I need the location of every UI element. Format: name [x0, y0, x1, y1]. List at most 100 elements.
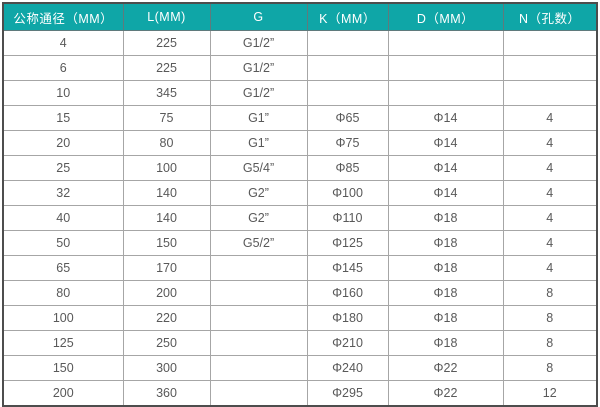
table-cell — [306, 30, 389, 56]
table-cell: 8 — [502, 355, 598, 381]
spec-table-body: 4 225 G1/2” 6 225 G1/2” 10 345 G1/2” 15 75 G1” Φ65 Φ1… — [2, 30, 598, 407]
table-cell — [387, 55, 504, 81]
table-cell — [209, 330, 308, 356]
column-header: N（孔数） — [502, 2, 598, 31]
table-cell: Φ210 — [306, 330, 389, 356]
table-row: 25 100 G5/4” Φ85 Φ14 4 — [2, 155, 598, 181]
table-cell: G1/2” — [209, 80, 308, 106]
table-cell: G1/2” — [209, 30, 308, 56]
table-cell: Φ100 — [306, 180, 389, 206]
table-cell: Φ22 — [387, 380, 504, 407]
table-cell: 200 — [2, 380, 124, 407]
table-cell: Φ18 — [387, 305, 504, 331]
table-cell: 345 — [122, 80, 211, 106]
table-cell: 4 — [502, 205, 598, 231]
table-cell: Φ18 — [387, 255, 504, 281]
table-cell: 6 — [2, 55, 124, 81]
table-cell: 65 — [2, 255, 124, 281]
table-cell: 15 — [2, 105, 124, 131]
table-cell: 170 — [122, 255, 211, 281]
table-cell: G1” — [209, 105, 308, 131]
table-cell: G2” — [209, 180, 308, 206]
table-cell: 8 — [502, 280, 598, 306]
table-cell: Φ14 — [387, 130, 504, 156]
table-cell: 300 — [122, 355, 211, 381]
header-row: 公称通径（MM） L(MM) G K（MM） D（MM） N（孔数） — [2, 2, 598, 31]
table-cell: G2” — [209, 205, 308, 231]
table-row: 10 345 G1/2” — [2, 80, 598, 106]
column-header: L(MM) — [122, 2, 211, 31]
table-row: 4 225 G1/2” — [2, 30, 598, 56]
table-cell: 100 — [2, 305, 124, 331]
column-header: D（MM） — [387, 2, 504, 31]
table-cell: Φ295 — [306, 380, 389, 407]
table-row: 40 140 G2” Φ110 Φ18 4 — [2, 205, 598, 231]
table-cell: 100 — [122, 155, 211, 181]
table-row: 100 220 Φ180 Φ18 8 — [2, 305, 598, 331]
table-row: 200 360 Φ295 Φ22 12 — [2, 380, 598, 407]
column-header: 公称通径（MM） — [2, 2, 124, 31]
spec-table-header: 公称通径（MM） L(MM) G K（MM） D（MM） N（孔数） — [2, 2, 598, 31]
table-cell: 8 — [502, 330, 598, 356]
table-cell: Φ110 — [306, 205, 389, 231]
table-cell: 12 — [502, 380, 598, 407]
table-row: 50 150 G5/2” Φ125 Φ18 4 — [2, 230, 598, 256]
table-cell: Φ18 — [387, 205, 504, 231]
table-cell: G5/2” — [209, 230, 308, 256]
table-cell — [209, 305, 308, 331]
table-cell: Φ240 — [306, 355, 389, 381]
table-cell — [209, 380, 308, 407]
table-row: 20 80 G1” Φ75 Φ14 4 — [2, 130, 598, 156]
table-cell: 200 — [122, 280, 211, 306]
table-cell: Φ85 — [306, 155, 389, 181]
table-cell — [502, 30, 598, 56]
table-cell: Φ18 — [387, 230, 504, 256]
table-cell: 140 — [122, 205, 211, 231]
table-cell: 150 — [122, 230, 211, 256]
table-cell: Φ125 — [306, 230, 389, 256]
table-cell: 32 — [2, 180, 124, 206]
table-cell: Φ14 — [387, 105, 504, 131]
table-cell: 80 — [122, 130, 211, 156]
table-row: 150 300 Φ240 Φ22 8 — [2, 355, 598, 381]
table-row: 6 225 G1/2” — [2, 55, 598, 81]
table-cell: Φ14 — [387, 180, 504, 206]
table-cell: 80 — [2, 280, 124, 306]
table-cell: 225 — [122, 55, 211, 81]
table-cell — [502, 55, 598, 81]
table-cell: 360 — [122, 380, 211, 407]
table-cell: 125 — [2, 330, 124, 356]
table-row: 32 140 G2” Φ100 Φ14 4 — [2, 180, 598, 206]
table-cell: 4 — [2, 30, 124, 56]
table-cell: Φ75 — [306, 130, 389, 156]
table-cell — [306, 55, 389, 81]
table-cell — [502, 80, 598, 106]
table-cell: Φ18 — [387, 280, 504, 306]
column-header: K（MM） — [306, 2, 389, 31]
table-cell — [306, 80, 389, 106]
table-row: 80 200 Φ160 Φ18 8 — [2, 280, 598, 306]
table-cell: 25 — [2, 155, 124, 181]
table-cell: 75 — [122, 105, 211, 131]
table-cell: 4 — [502, 155, 598, 181]
table-cell: 50 — [2, 230, 124, 256]
table-row: 15 75 G1” Φ65 Φ14 4 — [2, 105, 598, 131]
table-cell: 225 — [122, 30, 211, 56]
column-header: G — [209, 2, 308, 31]
table-cell — [209, 255, 308, 281]
table-cell: Φ14 — [387, 155, 504, 181]
table-cell: Φ65 — [306, 105, 389, 131]
table-cell: 4 — [502, 230, 598, 256]
table-cell: Φ145 — [306, 255, 389, 281]
table-cell: G1” — [209, 130, 308, 156]
table-cell: G5/4” — [209, 155, 308, 181]
table-cell — [387, 80, 504, 106]
table-cell: 4 — [502, 180, 598, 206]
table-row: 65 170 Φ145 Φ18 4 — [2, 255, 598, 281]
table-cell: 20 — [2, 130, 124, 156]
table-cell: 220 — [122, 305, 211, 331]
table-cell: 4 — [502, 255, 598, 281]
table-cell: 4 — [502, 105, 598, 131]
table-cell — [209, 355, 308, 381]
